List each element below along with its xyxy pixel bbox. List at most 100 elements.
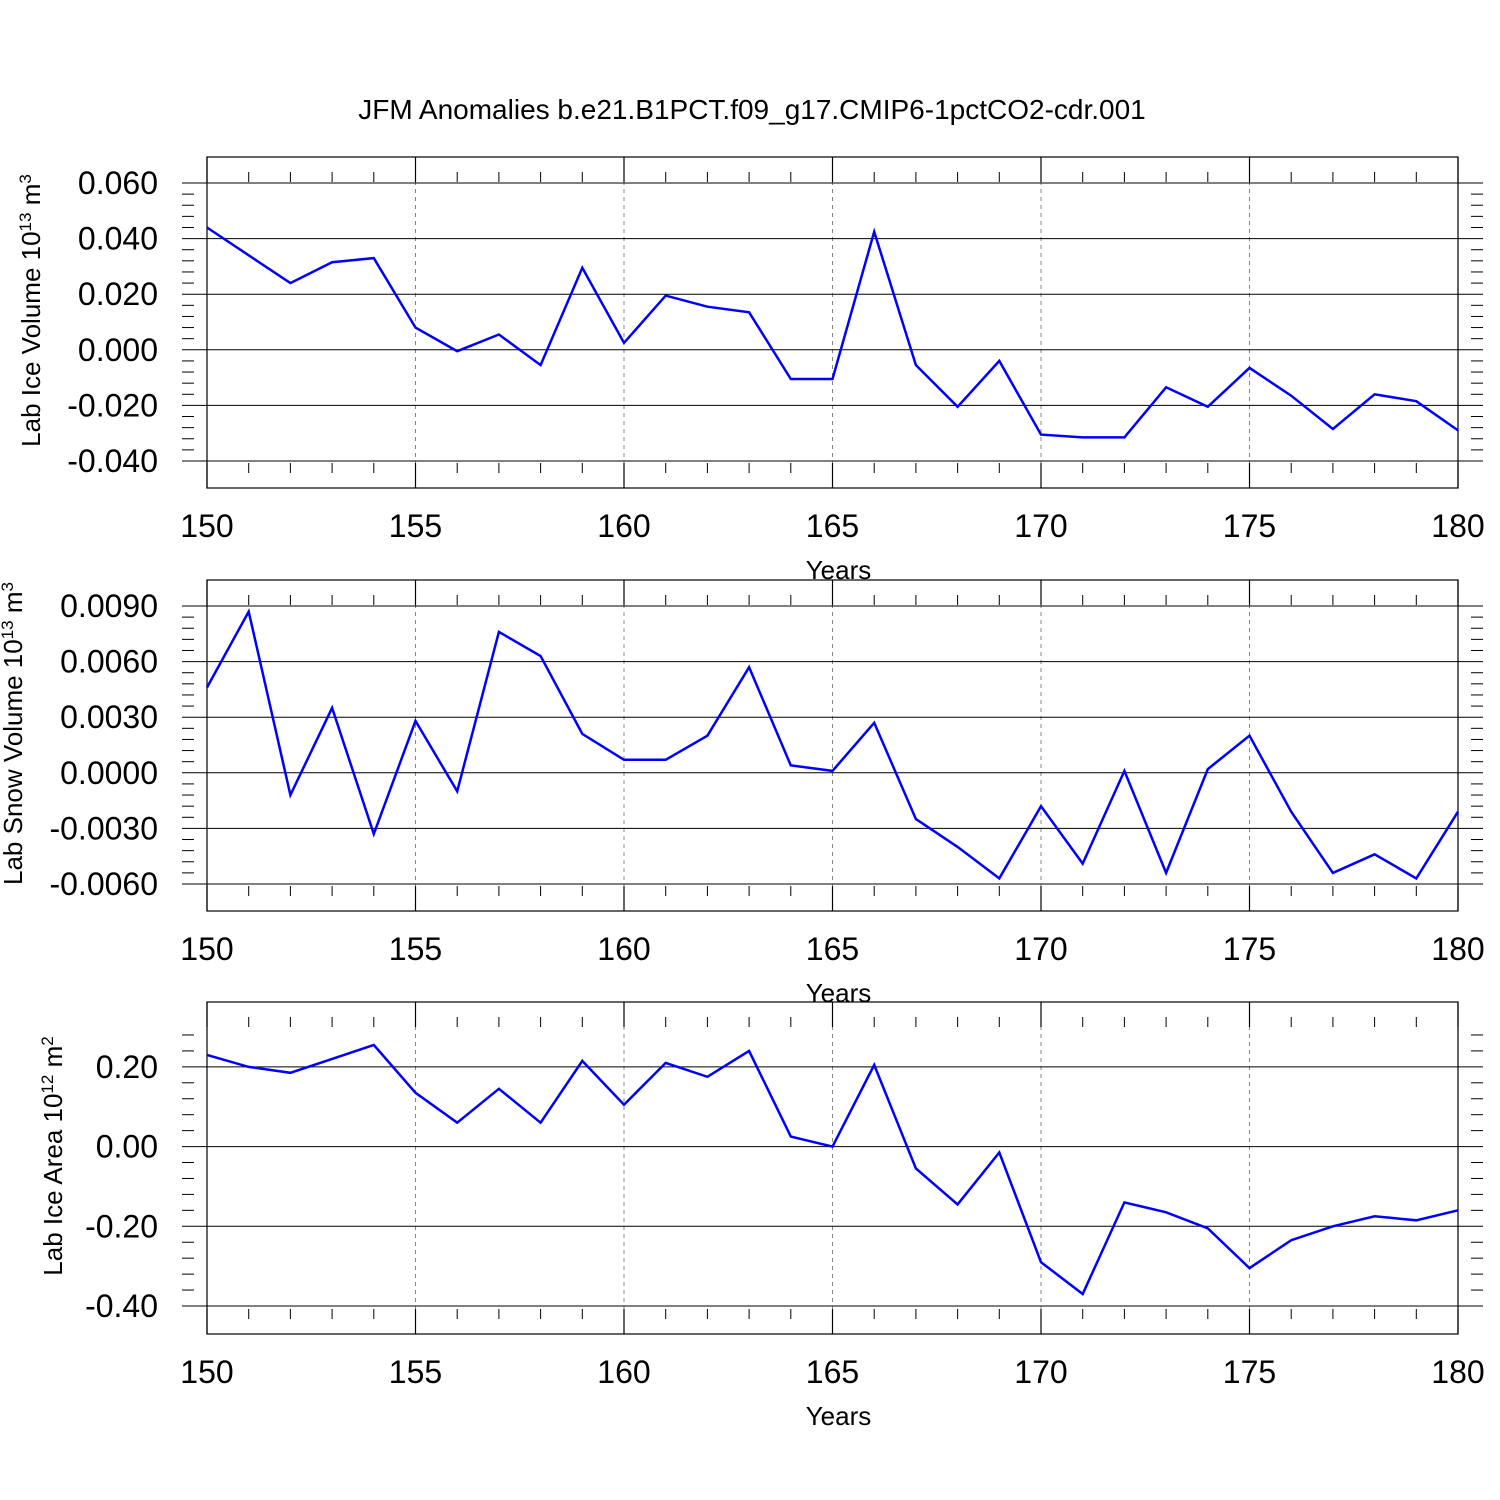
x-tick-label: 165 xyxy=(806,508,859,544)
x-tick-label: 150 xyxy=(180,931,233,967)
data-point xyxy=(414,1091,418,1095)
figure-title: JFM Anomalies b.e21.B1PCT.f09_g17.CMIP6-… xyxy=(358,94,1146,125)
x-tick-label: 160 xyxy=(597,1354,650,1390)
y-tick-label: 0.00 xyxy=(96,1129,158,1165)
data-point xyxy=(1081,1292,1085,1296)
data-point xyxy=(831,1145,835,1149)
x-axis-label: Years xyxy=(806,978,872,1008)
y-tick-label: -0.20 xyxy=(85,1208,158,1244)
x-axis-label: Years xyxy=(806,1401,872,1431)
data-point xyxy=(1373,392,1377,396)
data-point xyxy=(705,305,709,309)
data-point xyxy=(831,377,835,381)
y-tick-label: 0.0030 xyxy=(60,699,158,735)
data-point xyxy=(1248,734,1252,738)
data-point xyxy=(372,832,376,836)
data-point xyxy=(1373,1214,1377,1218)
data-point xyxy=(1081,435,1085,439)
x-tick-label: 170 xyxy=(1014,931,1067,967)
data-point xyxy=(1456,428,1460,432)
y-tick-label: -0.0060 xyxy=(49,866,158,902)
data-point xyxy=(539,1121,543,1125)
y-axis-label-exponent: 13 xyxy=(16,213,35,232)
x-tick-label: 155 xyxy=(389,931,442,967)
x-tick-label: 155 xyxy=(389,508,442,544)
y-tick-label: -0.020 xyxy=(67,387,158,423)
x-tick-label: 180 xyxy=(1431,931,1484,967)
x-tick-label: 175 xyxy=(1223,1354,1276,1390)
y-tick-label: 0.20 xyxy=(96,1049,158,1085)
data-point xyxy=(1289,1238,1293,1242)
data-point xyxy=(1414,399,1418,403)
y-axis-label: Lab Ice Volume 1013 m3 xyxy=(16,174,47,447)
y-axis-label: Lab Ice Area 1012 m2 xyxy=(38,1036,69,1275)
data-point xyxy=(747,310,751,314)
data-point xyxy=(664,1061,668,1065)
data-point xyxy=(1206,405,1210,409)
data-point xyxy=(497,1087,501,1091)
x-tick-label: 170 xyxy=(1014,1354,1067,1390)
data-point xyxy=(872,721,876,725)
data-point xyxy=(664,758,668,762)
data-point xyxy=(664,294,668,298)
data-point xyxy=(956,405,960,409)
x-tick-label: 175 xyxy=(1223,931,1276,967)
data-point xyxy=(1164,1210,1168,1214)
series-line xyxy=(206,1043,1459,1296)
y-axis-label-unit: m xyxy=(38,1046,68,1075)
y-axis-label: Lab Snow Volume 1013 m3 xyxy=(0,582,28,885)
data-point xyxy=(539,363,543,367)
data-point xyxy=(288,281,292,285)
data-point xyxy=(580,732,584,736)
data-point xyxy=(1331,1224,1335,1228)
data-point xyxy=(1289,810,1293,814)
data-point xyxy=(1248,1266,1252,1270)
data-point xyxy=(414,719,418,723)
data-point xyxy=(1206,767,1210,771)
y-tick-label: 0.0090 xyxy=(60,588,158,624)
y-axis-label-text: Lab Ice Area 10 xyxy=(38,1094,68,1276)
data-point xyxy=(288,1071,292,1075)
x-tick-label: 150 xyxy=(180,508,233,544)
y-axis-label-text: Lab Ice Volume 10 xyxy=(16,231,46,446)
data-point xyxy=(288,793,292,797)
data-point xyxy=(1248,366,1252,370)
data-point xyxy=(997,1151,1001,1155)
data-point xyxy=(205,225,209,229)
x-tick-label: 165 xyxy=(806,931,859,967)
data-point xyxy=(1414,1218,1418,1222)
data-point xyxy=(330,1057,334,1061)
series-line xyxy=(205,608,1460,881)
y-axis-label-unit-exponent: 3 xyxy=(0,582,17,591)
x-tick-label: 165 xyxy=(806,1354,859,1390)
data-point xyxy=(414,326,418,330)
data-point xyxy=(1039,433,1043,437)
data-point xyxy=(330,260,334,264)
y-axis-label-unit-exponent: 3 xyxy=(16,174,35,183)
data-point xyxy=(705,734,709,738)
y-tick-label: 0.000 xyxy=(78,332,158,368)
data-point xyxy=(622,341,626,345)
y-axis-label-exponent: 12 xyxy=(38,1075,57,1094)
y-axis-label-unit: m xyxy=(16,184,46,213)
data-point xyxy=(789,1135,793,1139)
data-point xyxy=(1331,427,1335,431)
y-tick-label: 0.0060 xyxy=(60,644,158,680)
y-tick-label: -0.0030 xyxy=(49,810,158,846)
y-axis-label-text: Lab Snow Volume 10 xyxy=(0,639,28,885)
data-point xyxy=(914,1166,918,1170)
data-point xyxy=(1164,385,1168,389)
y-tick-label: 0.020 xyxy=(78,276,158,312)
data-point xyxy=(1122,435,1126,439)
x-tick-label: 180 xyxy=(1431,1354,1484,1390)
data-point xyxy=(622,1103,626,1107)
y-tick-label: 0.040 xyxy=(78,221,158,257)
data-point xyxy=(247,1065,251,1069)
data-point xyxy=(1456,810,1460,814)
data-point xyxy=(872,230,876,234)
data-point xyxy=(914,363,918,367)
data-point xyxy=(580,266,584,270)
data-point xyxy=(1414,876,1418,880)
data-point xyxy=(1456,1208,1460,1212)
